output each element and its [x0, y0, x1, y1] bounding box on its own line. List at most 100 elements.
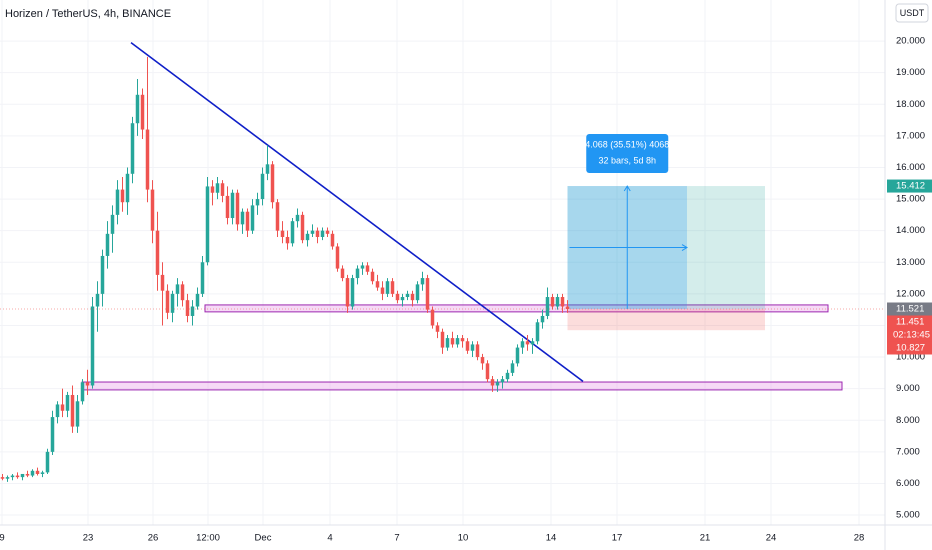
candle-body — [490, 379, 495, 386]
candle-body — [390, 281, 395, 294]
candle-body — [150, 189, 155, 231]
candle-body — [470, 344, 475, 351]
candle-body — [50, 417, 55, 452]
candle-body — [70, 394, 75, 427]
candle-body — [535, 322, 540, 342]
arrow-head — [623, 185, 631, 192]
candle-body — [315, 230, 320, 237]
candle-body — [375, 281, 380, 288]
candle-body — [5, 477, 10, 479]
candle-body — [185, 300, 190, 316]
x-tick-label: 23 — [83, 533, 94, 544]
y-tick-label: 13.000 — [896, 257, 925, 268]
candle-body — [435, 325, 440, 332]
candle-body — [420, 278, 425, 285]
candle-body — [170, 293, 175, 313]
candle-body — [75, 401, 80, 427]
candle-body — [415, 284, 420, 301]
candle-body — [245, 211, 250, 231]
plot: 4.068 (35.51%) 4068 32 bars, 5d 8h — [0, 42, 885, 482]
candle-body — [250, 205, 255, 231]
candle-body — [325, 230, 330, 234]
candle-body — [0, 477, 5, 479]
candle-body — [255, 199, 260, 206]
candle-body — [265, 164, 270, 174]
candle-body — [20, 473, 25, 478]
y-tick-label: 8.000 — [896, 415, 920, 426]
candle-body — [140, 94, 145, 130]
x-tick-label: 14 — [546, 533, 557, 544]
candle-body — [395, 293, 400, 301]
candle-body — [330, 233, 335, 247]
y-tick-label: 5.000 — [896, 510, 920, 521]
candle-body — [85, 382, 90, 386]
y-tick-label: 14.000 — [896, 225, 925, 236]
candle-body — [520, 341, 525, 348]
position-label-box — [586, 134, 669, 174]
x-tick-label: 17 — [612, 533, 623, 544]
candle-body — [235, 192, 240, 225]
candle-body — [270, 164, 275, 203]
y-tick-label: 6.000 — [896, 478, 920, 489]
candle-body — [335, 246, 340, 269]
position-label: 32 bars, 5d 8h — [598, 155, 656, 165]
candle-body — [35, 470, 40, 474]
candle-body — [215, 183, 220, 193]
candle-body — [15, 475, 20, 478]
axes: 5.0006.0007.0008.0009.00010.00011.00012.… — [0, 36, 932, 544]
candle-body — [385, 281, 390, 294]
currency-button[interactable] — [895, 3, 929, 23]
candle-body — [240, 211, 245, 225]
candle-body — [565, 306, 570, 310]
x-tick-label: 24 — [766, 533, 777, 544]
candle-body — [200, 262, 205, 294]
candle-body — [510, 363, 515, 373]
candle-body — [180, 284, 185, 301]
candle-body — [280, 230, 285, 237]
y-tick-label: 9.000 — [896, 383, 920, 394]
x-tick-label: 12:00 — [196, 533, 220, 544]
candle-body — [10, 475, 15, 478]
price-tag — [887, 341, 932, 355]
candle-body — [165, 290, 170, 313]
candle-body — [305, 233, 310, 241]
candle-body — [130, 123, 135, 174]
price-countdown: 02:13:45 — [893, 330, 930, 341]
candle-body — [425, 278, 430, 310]
x-tick-label: 10 — [458, 533, 469, 544]
candle-body — [495, 382, 500, 386]
candle-body — [345, 278, 350, 307]
price-tag — [887, 315, 932, 342]
candle-body — [545, 297, 550, 316]
candle-body — [160, 274, 165, 291]
y-tick-label: 18.000 — [896, 99, 925, 110]
candle-body — [530, 341, 535, 345]
candle-body — [195, 293, 200, 307]
trendline — [130, 42, 584, 383]
candle-body — [465, 341, 470, 351]
y-tick-label: 16.000 — [896, 162, 925, 173]
candle-body — [55, 404, 60, 418]
candle-body — [360, 265, 365, 269]
candle-body — [500, 379, 505, 383]
candle-body — [555, 297, 560, 307]
candle-body — [405, 293, 410, 298]
chart-title: Horizen / TetherUS, 4h, BINANCE — [5, 8, 171, 20]
currency-label[interactable]: USDT — [900, 8, 925, 18]
candle-body — [275, 202, 280, 231]
price-tag — [887, 179, 932, 193]
candle-body — [290, 221, 295, 244]
candle-body — [25, 473, 30, 476]
candle-body — [30, 470, 35, 476]
candle-body — [550, 297, 555, 307]
candle-body — [515, 347, 520, 364]
candle-body — [205, 186, 210, 263]
x-tick-label: 21 — [700, 533, 711, 544]
x-tick-label: 7 — [394, 533, 399, 544]
candle-body — [230, 192, 235, 219]
candle-body — [370, 271, 375, 282]
candle-body — [210, 186, 215, 193]
candle-body — [485, 363, 490, 380]
